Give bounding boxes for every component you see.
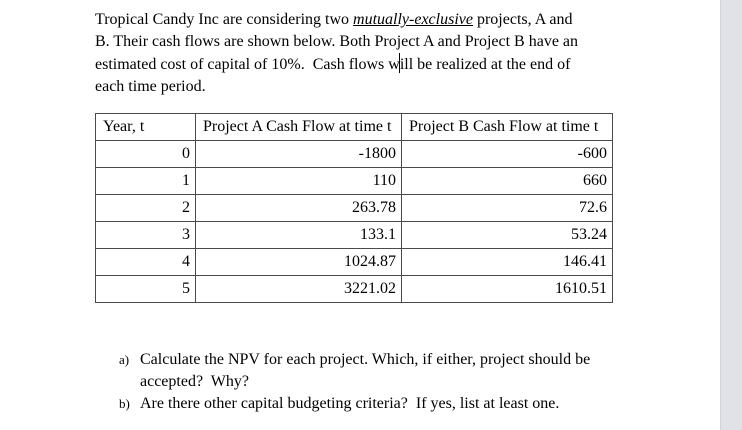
paragraph-text: Tropical Candy Inc are considering two [95, 11, 354, 28]
paragraph-line-4: each time period. [95, 78, 206, 95]
question-marker-a: a) [119, 352, 130, 367]
question-a-text: Calculate the NPV for each project. Whic… [140, 349, 590, 393]
cell-project-a: 110 [195, 167, 402, 195]
paragraph-line-2: B. Their cash flows are shown below. Bot… [95, 33, 579, 50]
question-b-text: Are there other capital budgeting criter… [140, 393, 559, 415]
cell-project-a: 263.78 [195, 194, 402, 222]
cell-project-a: 3221.02 [195, 275, 402, 303]
cell-year: 1 [95, 167, 196, 195]
question-text-line: accepted? Why? [140, 373, 249, 390]
paragraph-text: projects, A and [472, 11, 573, 28]
cell-project-b: 53.24 [401, 221, 613, 249]
emphasized-term: mutually-exclusive [353, 11, 473, 28]
table-row: 2 263.78 72.6 [95, 194, 613, 222]
cell-year: 2 [95, 194, 196, 222]
intro-paragraph: Tropical Candy Inc are considering two m… [95, 9, 578, 98]
cell-year: 0 [95, 140, 196, 168]
table-row: 5 3221.02 1610.51 [95, 275, 613, 303]
question-b: b) Are there other capital budgeting cri… [119, 393, 590, 415]
table-row: 4 1024.87 146.41 [95, 248, 613, 276]
question-list: a) Calculate the NPV for each project. W… [119, 349, 590, 415]
table-row: 0 -1800 -600 [95, 140, 613, 168]
cell-year: 3 [95, 221, 196, 249]
paragraph-text: estimated cost of capital of 10%. Cash f… [95, 56, 400, 73]
column-header-project-b: Project B Cash Flow at time t [401, 113, 613, 141]
cell-project-b: -600 [401, 140, 613, 168]
table-row: 1 110 660 [95, 167, 613, 195]
cell-project-b: 146.41 [401, 248, 613, 276]
question-a: a) Calculate the NPV for each project. W… [119, 349, 590, 393]
cell-project-a: 1024.87 [195, 248, 402, 276]
paragraph-text: ill be realized at the end of [399, 56, 571, 73]
cell-project-b: 72.6 [401, 194, 613, 222]
cash-flow-table: Year, t Project A Cash Flow at time t Pr… [95, 113, 613, 303]
paragraph-line-1: Tropical Candy Inc are considering two m… [95, 9, 578, 31]
column-header-project-a: Project A Cash Flow at time t [195, 113, 402, 141]
table-header-row: Year, t Project A Cash Flow at time t Pr… [95, 113, 613, 141]
cell-project-a: -1800 [195, 140, 402, 168]
question-text-line: Are there other capital budgeting criter… [140, 395, 560, 412]
cell-project-b: 1610.51 [401, 275, 613, 303]
cell-project-a: 133.1 [195, 221, 402, 249]
scrollbar-track[interactable] [720, 0, 742, 430]
table-row: 3 133.1 53.24 [95, 221, 613, 249]
cell-year: 5 [95, 275, 196, 303]
text-insertion-caret [398, 53, 400, 73]
cell-project-b: 660 [401, 167, 613, 195]
question-marker-b: b) [119, 396, 130, 411]
paragraph-line-3: estimated cost of capital of 10%. Cash f… [95, 53, 578, 76]
question-text-line: Calculate the NPV for each project. Whic… [140, 351, 591, 368]
column-header-year: Year, t [95, 113, 196, 141]
cell-year: 4 [95, 248, 196, 276]
